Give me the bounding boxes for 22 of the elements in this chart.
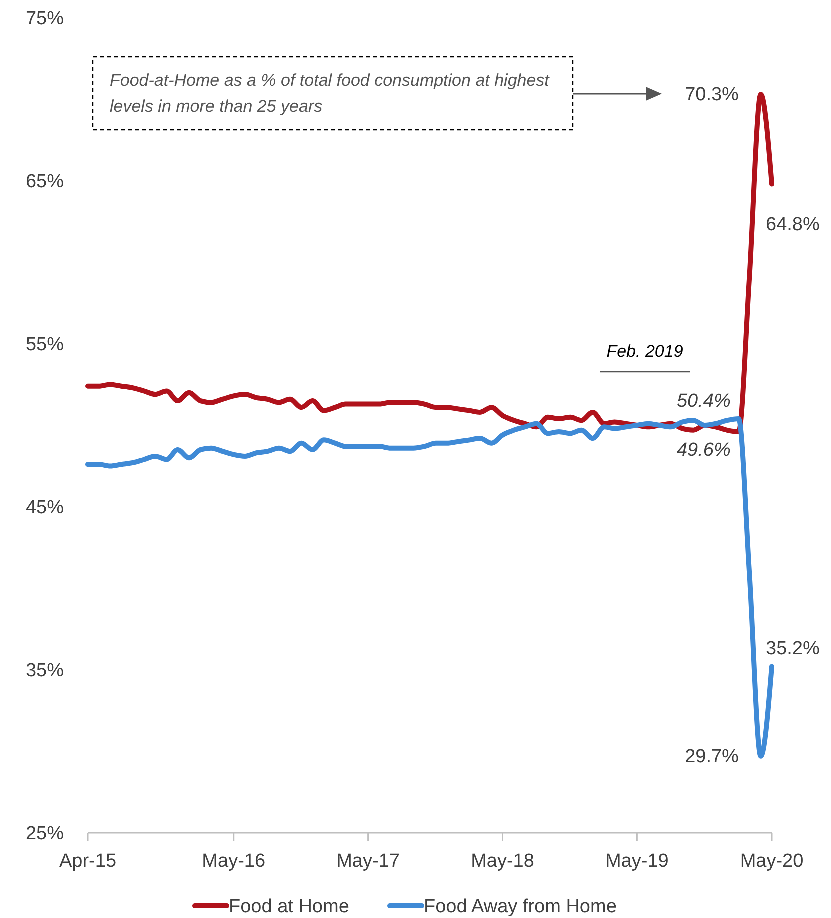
legend-label: Food Away from Home	[424, 896, 617, 918]
x-tick-label: Apr-15	[59, 851, 117, 872]
y-tick-label: 55%	[26, 334, 64, 356]
data-label: 29.7%	[685, 746, 740, 768]
x-tick-label: May-19	[606, 851, 669, 872]
y-tick-label: 65%	[26, 172, 64, 193]
data-label: 50.4%	[676, 390, 731, 412]
y-tick-label: 25%	[26, 824, 64, 845]
x-tick-label: May-17	[336, 851, 400, 872]
annotation: Feb. 2019	[606, 342, 684, 361]
annotation: Food-at-Home as a % of total food consumption at highest levels in more than 25 years	[110, 71, 551, 116]
y-tick-label: 45%	[26, 498, 64, 519]
data-label: 35.2%	[766, 638, 820, 660]
y-tick-label: 75%	[26, 8, 64, 30]
y-tick-label: 35%	[26, 660, 64, 682]
data-label: 49.6%	[676, 440, 731, 462]
x-tick-label: May-16	[202, 851, 266, 872]
x-tick-label: May-18	[471, 851, 534, 872]
legend-label: Food at Home	[229, 896, 350, 918]
data-label: 70.3%	[685, 84, 740, 106]
x-tick-label: May-20	[740, 851, 804, 872]
data-label: 64.8%	[766, 214, 820, 236]
